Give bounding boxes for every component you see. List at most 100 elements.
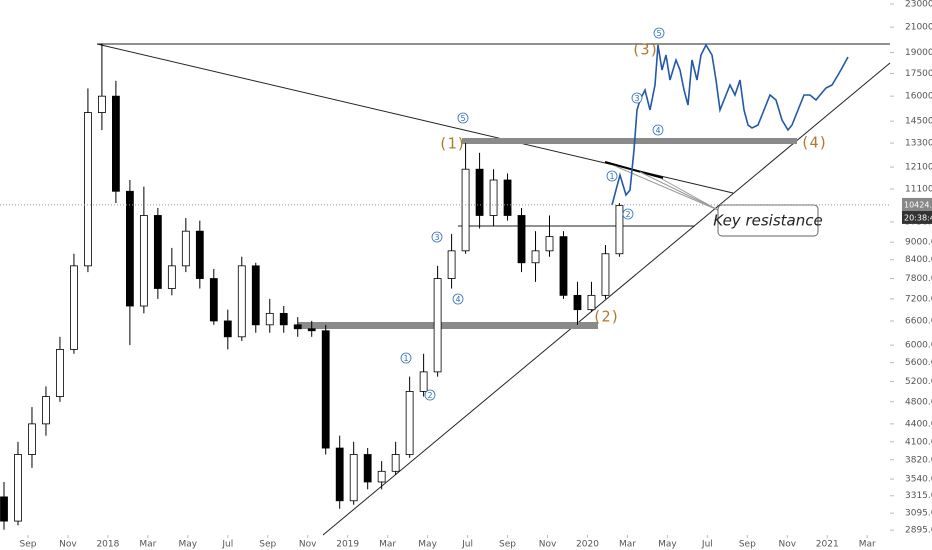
support-zone xyxy=(298,322,598,329)
x-tick-label: 2018 xyxy=(96,540,119,550)
y-tick-label: 14500.00 xyxy=(905,117,932,127)
price-badge xyxy=(902,197,932,211)
candle-body xyxy=(293,324,302,330)
x-tick-label: Mar xyxy=(139,540,156,550)
wave-label: 2 xyxy=(427,391,432,400)
annotations: Key resistance 5 3 4 1 2 1 2 3 4 5 (1) (2) (3) (4) xyxy=(400,27,828,401)
wave-circle xyxy=(452,293,464,305)
candle-body xyxy=(503,179,512,216)
x-tick-label: May xyxy=(658,540,677,550)
x-tick-label: Sep xyxy=(19,540,36,550)
candle-body xyxy=(531,250,540,264)
y-tick-label: 16000.00 xyxy=(905,92,932,102)
x-tick-label: Jul xyxy=(221,540,233,550)
x-tick-label: 2020 xyxy=(576,540,599,550)
callout-text: Key resistance xyxy=(713,212,822,230)
candle-body xyxy=(181,230,190,267)
x-tick-label: May xyxy=(179,540,198,550)
candle-body xyxy=(14,454,22,522)
y-tick-label: 21000.00 xyxy=(905,23,932,33)
candle-body xyxy=(615,205,624,255)
candle-body xyxy=(335,447,344,502)
y-tick-label: 5600.00 xyxy=(905,358,932,368)
x-tick-label: Nov xyxy=(539,540,557,550)
candle-body xyxy=(84,112,92,267)
x-tick-label: 2019 xyxy=(336,540,359,550)
wave-label: 5 xyxy=(460,114,465,123)
wave-label: 1 xyxy=(609,172,614,181)
wave-circle xyxy=(431,231,443,243)
candle-body xyxy=(139,215,148,307)
candle-body xyxy=(419,371,428,392)
candle-body xyxy=(517,215,526,264)
candle-body xyxy=(70,265,78,350)
x-tick-label: Sep xyxy=(499,540,516,550)
x-tick-label: Mar xyxy=(619,540,636,550)
y-tick-label: 11100.00 xyxy=(905,184,932,194)
candle-body xyxy=(447,250,456,279)
x-tick-label: Mar xyxy=(379,540,396,550)
candle-body xyxy=(433,278,442,373)
x-tick-label: Mar xyxy=(859,540,876,550)
y-tick-label: 3540.00 xyxy=(905,475,932,485)
x-tick-label: Jul xyxy=(461,540,473,550)
y-tick-label: 3315.00 xyxy=(905,491,932,501)
drawings xyxy=(96,43,891,536)
candle-body xyxy=(321,330,330,449)
wave-label: 1 xyxy=(403,354,408,363)
candle-body xyxy=(56,349,64,397)
y-tick-label: 4800.00 xyxy=(905,397,932,407)
x-tick-label: Nov xyxy=(299,540,317,550)
candle-body xyxy=(279,312,288,326)
x-tick-label: May xyxy=(418,540,437,550)
y-tick-label: 3820.00 xyxy=(905,455,932,465)
candle-body xyxy=(223,320,232,338)
wave-label: 3 xyxy=(434,233,439,242)
y-tick-label: 9000.00 xyxy=(905,238,932,248)
y-tick-label: 23000.00 xyxy=(905,0,932,10)
degree-label: (3) xyxy=(631,41,658,59)
candle-body xyxy=(349,454,358,502)
y-tick-label: 7800.00 xyxy=(905,274,932,284)
candle-body xyxy=(363,454,372,483)
wave-label: 2 xyxy=(625,210,630,219)
candle-body xyxy=(125,190,134,307)
y-tick-label: 17500.00 xyxy=(905,69,932,79)
wave-circle xyxy=(652,124,664,136)
wave-circle xyxy=(424,389,436,401)
resistance-segment xyxy=(604,161,664,179)
y-tick-label: 7200.00 xyxy=(905,294,932,304)
candle-body xyxy=(251,265,260,326)
wave-circle xyxy=(457,112,469,124)
degree-label: (1) xyxy=(438,135,465,153)
wave-circle xyxy=(400,352,412,364)
candle-body xyxy=(601,253,610,296)
x-tick-label: Nov xyxy=(779,540,797,550)
candle-body xyxy=(195,230,204,279)
wave-label: 4 xyxy=(655,126,660,135)
candle-body xyxy=(265,312,274,326)
y-tick-label: 4100.00 xyxy=(905,437,932,447)
candle-body xyxy=(587,294,596,311)
degree-label: (2) xyxy=(592,308,619,326)
candle-body xyxy=(42,396,50,425)
pointer xyxy=(639,171,719,211)
candle-body xyxy=(111,95,120,192)
y-tick-label: 3095.00 xyxy=(905,509,932,519)
wave-label: 4 xyxy=(455,295,460,304)
y-tick-label: 8400.00 xyxy=(905,255,932,265)
candle-body xyxy=(573,294,582,311)
y-tick-label: 12100.00 xyxy=(905,163,932,173)
x-tick-label: Nov xyxy=(59,540,77,550)
y-tick-label: 4400.00 xyxy=(905,419,932,429)
candle-body xyxy=(98,95,106,113)
wave-label: 3 xyxy=(634,94,639,103)
y-tick-label: 6600.00 xyxy=(905,316,932,326)
y-tick-label: 5200.00 xyxy=(905,377,932,387)
y-tick-label: 6000.00 xyxy=(905,341,932,351)
wave-circle xyxy=(653,27,665,39)
countdown: 20:38:44 xyxy=(904,213,932,222)
candle-body xyxy=(475,168,484,216)
x-tick-label: Jul xyxy=(701,540,713,550)
